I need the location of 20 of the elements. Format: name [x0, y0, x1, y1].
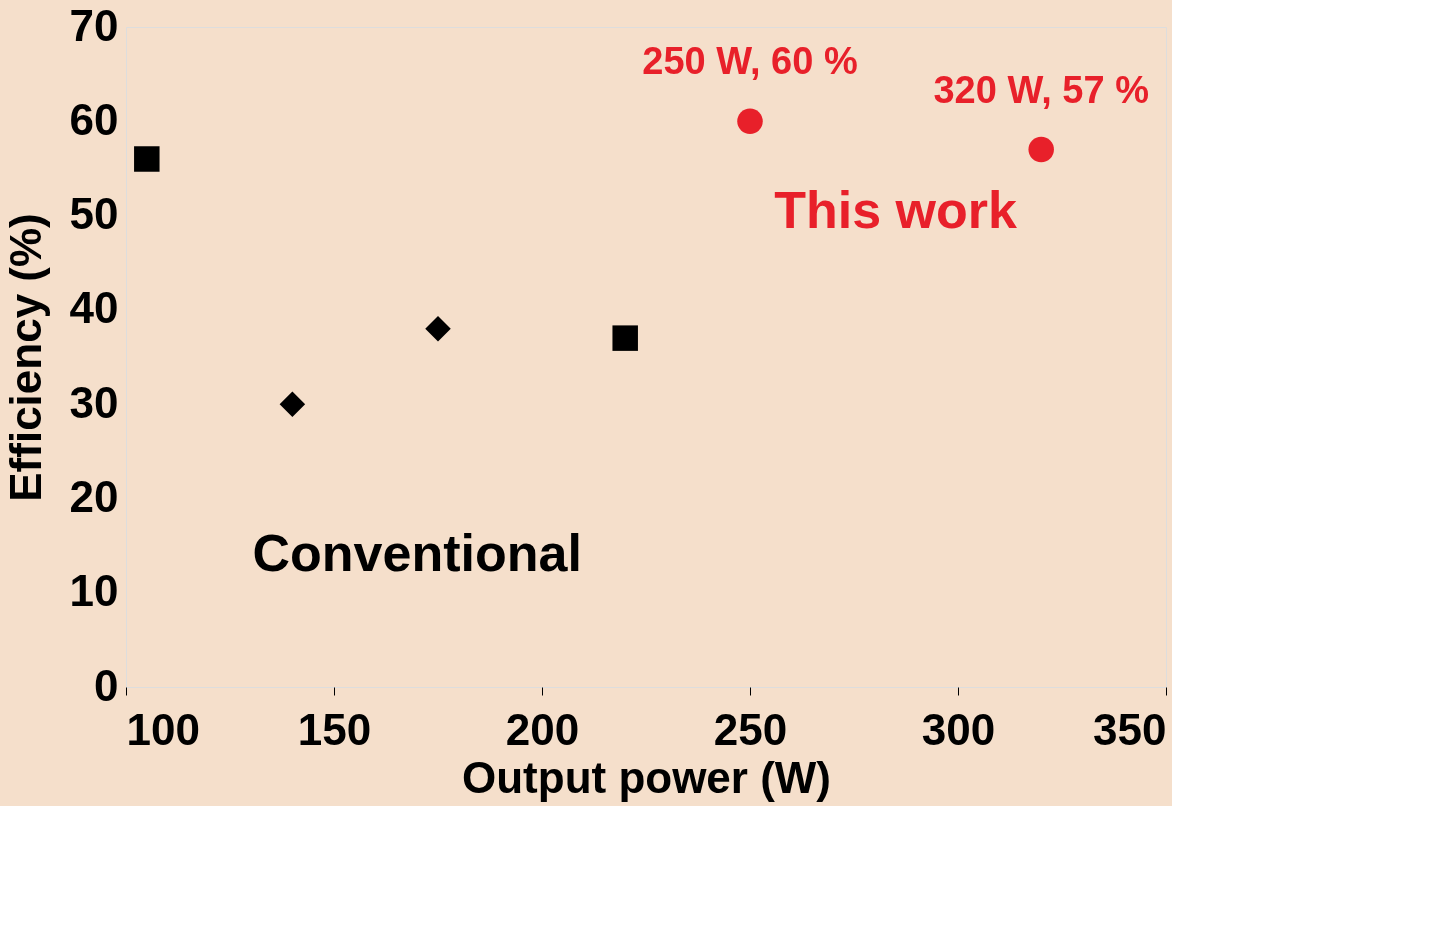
y-tick-label: 0	[94, 660, 119, 710]
annotation: Conventional	[252, 524, 582, 582]
y-tick-label: 70	[69, 0, 119, 50]
y-axis-title: Efficiency (%)	[0, 213, 50, 502]
y-tick-label: 10	[69, 566, 119, 616]
annotation: 320 W, 57 %	[933, 68, 1149, 111]
y-tick-label: 40	[69, 283, 119, 333]
x-tick-label: 100	[126, 704, 200, 754]
y-tick-label: 20	[69, 471, 119, 521]
x-tick-label: 300	[921, 704, 996, 754]
annotation: 250 W, 60 %	[642, 40, 858, 83]
x-tick-label: 350	[1093, 704, 1167, 754]
x-tick-label: 250	[713, 704, 788, 754]
x-tick-label: 200	[505, 704, 580, 754]
x-tick-label: 150	[297, 704, 372, 754]
y-tick-label: 50	[69, 189, 119, 239]
y-tick-label: 30	[69, 377, 119, 427]
x-axis-title: Output power (W)	[461, 752, 832, 802]
annotation: This work	[774, 180, 1018, 239]
y-tick-label: 60	[69, 94, 119, 144]
